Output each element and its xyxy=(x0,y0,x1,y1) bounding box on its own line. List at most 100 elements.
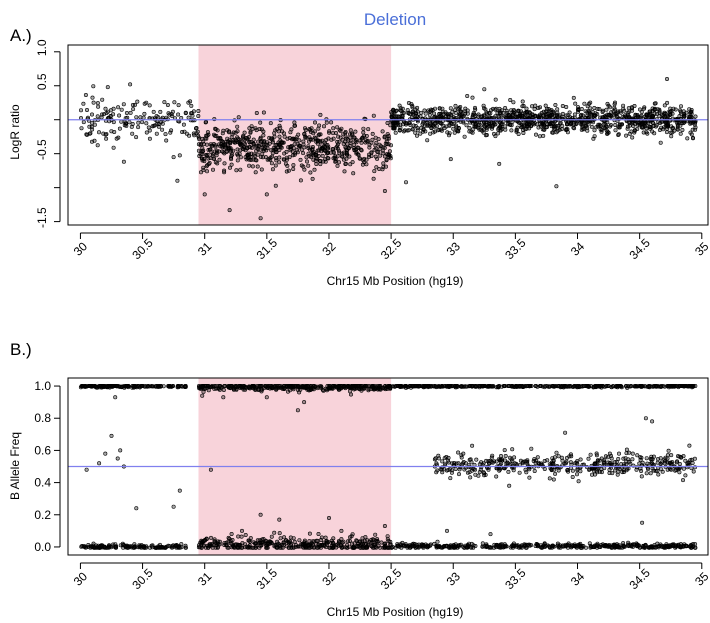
data-point xyxy=(606,460,611,465)
data-point xyxy=(324,120,329,125)
data-point xyxy=(230,537,235,542)
data-point xyxy=(153,545,158,550)
data-point xyxy=(598,127,603,132)
data-point xyxy=(382,523,387,528)
data-point xyxy=(462,109,467,114)
data-point xyxy=(272,530,277,535)
data-point xyxy=(97,461,102,466)
data-point xyxy=(619,122,624,127)
data-point xyxy=(395,114,400,119)
data-point xyxy=(150,124,155,129)
data-point xyxy=(338,128,343,133)
data-point xyxy=(423,542,428,547)
data-point xyxy=(592,134,597,139)
data-point xyxy=(261,133,266,138)
data-point xyxy=(222,541,227,546)
data-point xyxy=(132,544,137,549)
data-point xyxy=(113,544,118,549)
data-point xyxy=(164,138,169,143)
data-point xyxy=(547,108,552,113)
data-point xyxy=(477,122,482,127)
data-point xyxy=(459,384,464,389)
data-point xyxy=(517,112,522,117)
data-point xyxy=(643,120,648,125)
data-point xyxy=(194,126,199,131)
data-point xyxy=(521,103,526,108)
data-point xyxy=(658,121,663,126)
data-point xyxy=(201,142,206,147)
data-point xyxy=(143,383,148,388)
data-point xyxy=(453,542,458,547)
data-point xyxy=(264,395,269,400)
data-point xyxy=(226,539,231,544)
data-point xyxy=(575,467,580,472)
data-point xyxy=(690,136,695,141)
data-point xyxy=(568,121,573,126)
data-point xyxy=(246,544,251,549)
data-point xyxy=(233,542,238,547)
data-point xyxy=(533,132,538,137)
data-point xyxy=(181,122,186,127)
panel-b-y-axis-title: B Allele Freq xyxy=(8,432,22,500)
data-point xyxy=(324,540,329,545)
data-point xyxy=(683,383,688,388)
data-point xyxy=(644,471,649,476)
data-point xyxy=(542,544,547,549)
data-point xyxy=(215,161,220,166)
data-point xyxy=(335,154,340,159)
data-point xyxy=(418,131,423,136)
data-point xyxy=(327,383,332,388)
data-point xyxy=(209,535,214,540)
data-point xyxy=(222,170,227,175)
data-point xyxy=(639,474,644,479)
data-point xyxy=(398,122,403,127)
data-point xyxy=(495,466,500,471)
data-point xyxy=(115,456,120,461)
data-point xyxy=(510,545,515,550)
data-point xyxy=(247,538,252,543)
data-point xyxy=(259,542,264,547)
data-point xyxy=(689,545,694,550)
data-point xyxy=(287,388,292,393)
data-point xyxy=(169,128,174,133)
data-point xyxy=(662,112,667,117)
data-point xyxy=(664,542,669,547)
y-tick-label: 1.0 xyxy=(34,379,51,393)
data-point xyxy=(282,151,287,156)
data-point xyxy=(610,384,615,389)
data-point xyxy=(476,114,481,119)
data-point xyxy=(650,419,655,424)
data-point xyxy=(177,488,182,493)
data-point xyxy=(282,535,287,540)
data-point xyxy=(620,115,625,120)
data-point xyxy=(327,130,332,135)
data-point xyxy=(403,122,408,127)
data-point xyxy=(172,100,177,105)
data-point xyxy=(321,124,326,129)
data-point xyxy=(509,128,514,133)
data-point xyxy=(529,446,534,451)
data-point xyxy=(564,127,569,132)
data-point xyxy=(362,133,367,138)
data-point xyxy=(452,130,457,135)
data-point xyxy=(358,147,363,152)
data-point xyxy=(486,459,491,464)
data-point xyxy=(489,384,494,389)
data-point xyxy=(601,460,606,465)
data-point xyxy=(111,145,116,150)
data-point xyxy=(585,113,590,118)
data-point xyxy=(347,154,352,159)
data-point xyxy=(616,109,621,114)
data-point xyxy=(134,135,139,140)
data-point xyxy=(310,539,315,544)
data-point xyxy=(354,151,359,156)
data-point xyxy=(529,119,534,124)
data-point xyxy=(652,101,657,106)
data-point xyxy=(681,466,686,471)
data-point xyxy=(85,108,90,113)
data-point xyxy=(277,545,282,550)
x-tick-label: 30 xyxy=(71,239,91,259)
data-point xyxy=(263,155,268,160)
data-point xyxy=(385,132,390,137)
data-point xyxy=(211,167,216,172)
